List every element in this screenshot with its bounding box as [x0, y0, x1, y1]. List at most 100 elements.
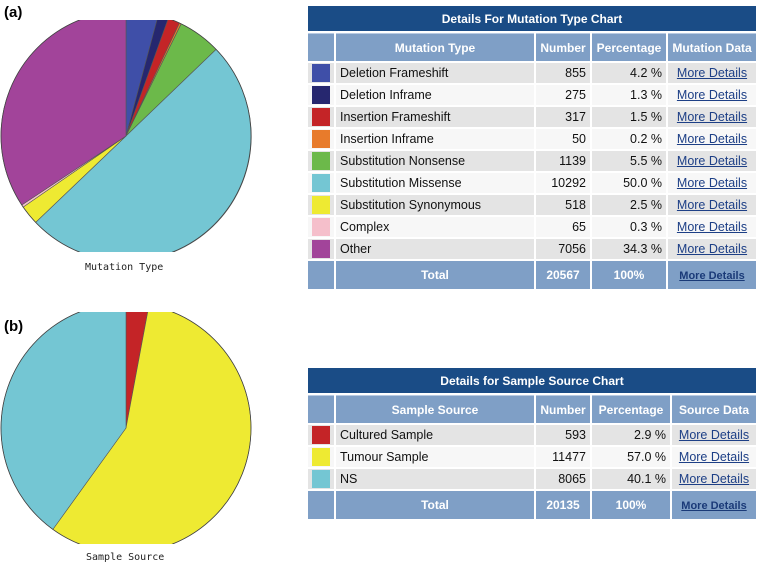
mutation-type-details-table: Details For Mutation Type Chart Mutation… — [306, 4, 758, 291]
row-link-cell: More Details — [668, 217, 756, 237]
row-number: 317 — [536, 107, 590, 127]
legend-swatch — [308, 85, 334, 105]
legend-swatch — [308, 239, 334, 259]
swatch-color — [312, 108, 330, 126]
swatch-color — [312, 218, 330, 236]
row-percentage: 4.2 % — [592, 63, 666, 83]
row-percentage: 2.5 % — [592, 195, 666, 215]
legend-swatch — [308, 469, 334, 489]
more-details-link[interactable]: More Details — [676, 88, 748, 102]
more-details-link[interactable]: More Details — [676, 110, 748, 124]
row-link-cell: More Details — [668, 151, 756, 171]
table-row: Insertion Frameshift 317 1.5 % More Details — [308, 107, 756, 127]
total-percentage: 100% — [592, 261, 666, 289]
swatch-color — [312, 86, 330, 104]
row-percentage: 50.0 % — [592, 173, 666, 193]
total-percentage: 100% — [592, 491, 670, 519]
swatch-color — [312, 130, 330, 148]
row-percentage: 40.1 % — [592, 469, 670, 489]
mutation-type-column-header: Mutation Type — [336, 33, 534, 61]
sample-source-column-header: Sample Source — [336, 395, 534, 423]
row-number: 10292 — [536, 173, 590, 193]
table-row: Substitution Nonsense 1139 5.5 % More Detai… — [308, 151, 756, 171]
legend-swatch — [308, 107, 334, 127]
more-details-link[interactable]: More Details — [678, 472, 750, 486]
table-row: Tumour Sample 11477 57.0 % More Details — [308, 447, 756, 467]
table-row: Insertion Inframe 50 0.2 % More Details — [308, 129, 756, 149]
swatch-column-header — [308, 33, 334, 61]
swatch-color — [312, 152, 330, 170]
total-number: 20135 — [536, 491, 590, 519]
total-label: Total — [336, 491, 534, 519]
row-label: Insertion Inframe — [336, 129, 534, 149]
table-row: Deletion Frameshift 855 4.2 % More Details — [308, 63, 756, 83]
legend-swatch — [308, 129, 334, 149]
row-label: Other — [336, 239, 534, 259]
row-label: Deletion Inframe — [336, 85, 534, 105]
source-table-title: Details for Sample Source Chart — [308, 368, 756, 393]
mutation-type-pie-chart — [0, 20, 252, 252]
swatch-color — [312, 470, 330, 488]
swatch-color — [312, 240, 330, 258]
row-label: Insertion Frameshift — [336, 107, 534, 127]
legend-swatch — [308, 63, 334, 83]
legend-swatch — [308, 173, 334, 193]
more-details-link[interactable]: More Details — [676, 154, 748, 168]
row-number: 11477 — [536, 447, 590, 467]
row-label: Substitution Nonsense — [336, 151, 534, 171]
percentage-column-header: Percentage — [592, 395, 670, 423]
row-label: NS — [336, 469, 534, 489]
source-data-column-header: Source Data — [672, 395, 756, 423]
more-details-link[interactable]: More Details — [678, 450, 750, 464]
row-percentage: 57.0 % — [592, 447, 670, 467]
total-more-details-link[interactable]: More Details — [681, 500, 747, 512]
row-link-cell: More Details — [672, 447, 756, 467]
total-label: Total — [336, 261, 534, 289]
table-row: Substitution Missense 10292 50.0 % More Det… — [308, 173, 756, 193]
row-label: Complex — [336, 217, 534, 237]
table-row: Substitution Synonymous 518 2.5 % More Deta… — [308, 195, 756, 215]
number-column-header: Number — [536, 395, 590, 423]
row-number: 7056 — [536, 239, 590, 259]
row-label: Substitution Missense — [336, 173, 534, 193]
total-link-cell: More Details — [668, 261, 756, 289]
row-link-cell: More Details — [668, 107, 756, 127]
row-number: 855 — [536, 63, 590, 83]
row-link-cell: More Details — [668, 195, 756, 215]
mutation-table-title: Details For Mutation Type Chart — [308, 6, 756, 31]
legend-swatch — [308, 425, 334, 445]
pie-outline — [0, 20, 252, 252]
sample-source-pie-caption: Sample Source — [86, 552, 165, 563]
row-link-cell: More Details — [668, 85, 756, 105]
swatch-column-header — [308, 395, 334, 423]
row-link-cell: More Details — [668, 129, 756, 149]
more-details-link[interactable]: More Details — [676, 176, 748, 190]
swatch-color — [312, 448, 330, 466]
row-percentage: 2.9 % — [592, 425, 670, 445]
row-number: 593 — [536, 425, 590, 445]
total-more-details-link[interactable]: More Details — [679, 270, 745, 282]
row-number: 1139 — [536, 151, 590, 171]
legend-swatch — [308, 217, 334, 237]
more-details-link[interactable]: More Details — [676, 198, 748, 212]
row-label: Cultured Sample — [336, 425, 534, 445]
row-percentage: 1.3 % — [592, 85, 666, 105]
swatch-color — [312, 196, 330, 214]
more-details-link[interactable]: More Details — [676, 132, 748, 146]
row-link-cell: More Details — [672, 469, 756, 489]
more-details-link[interactable]: More Details — [676, 220, 748, 234]
more-details-link[interactable]: More Details — [678, 428, 750, 442]
row-link-cell: More Details — [668, 63, 756, 83]
total-number: 20567 — [536, 261, 590, 289]
table-row: Cultured Sample 593 2.9 % More Details — [308, 425, 756, 445]
row-percentage: 1.5 % — [592, 107, 666, 127]
row-percentage: 34.3 % — [592, 239, 666, 259]
row-label: Substitution Synonymous — [336, 195, 534, 215]
more-details-link[interactable]: More Details — [676, 242, 748, 256]
row-number: 275 — [536, 85, 590, 105]
row-number: 8065 — [536, 469, 590, 489]
total-link-cell: More Details — [672, 491, 756, 519]
more-details-link[interactable]: More Details — [676, 66, 748, 80]
mutation-data-column-header: Mutation Data — [668, 33, 756, 61]
row-percentage: 0.3 % — [592, 217, 666, 237]
